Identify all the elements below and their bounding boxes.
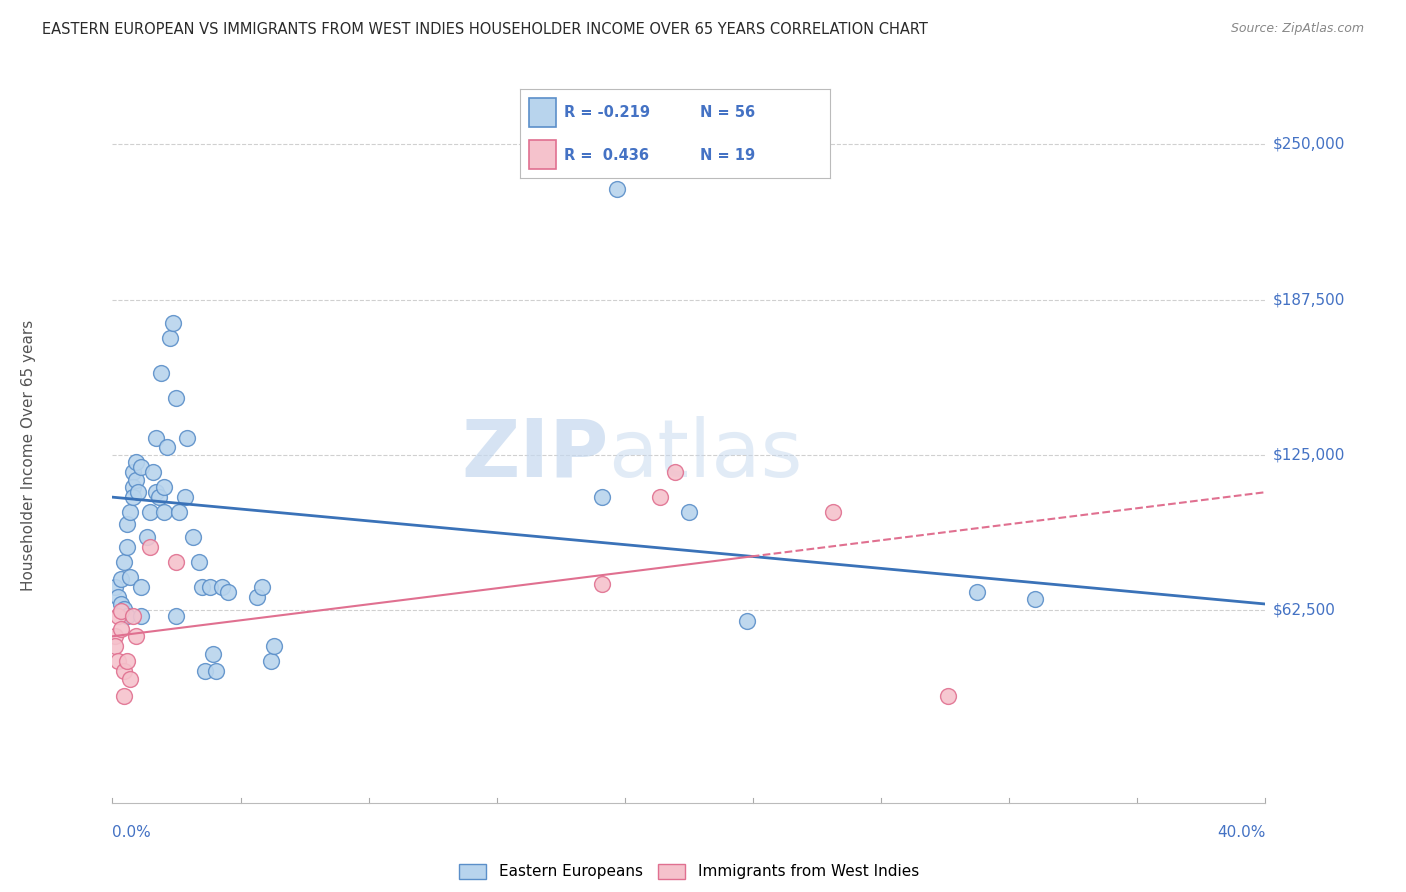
Legend: Eastern Europeans, Immigrants from West Indies: Eastern Europeans, Immigrants from West … bbox=[453, 857, 925, 886]
Text: EASTERN EUROPEAN VS IMMIGRANTS FROM WEST INDIES HOUSEHOLDER INCOME OVER 65 YEARS: EASTERN EUROPEAN VS IMMIGRANTS FROM WEST… bbox=[42, 22, 928, 37]
Point bbox=[188, 555, 211, 569]
Point bbox=[139, 540, 162, 554]
Point bbox=[252, 580, 274, 594]
Point bbox=[124, 629, 146, 643]
Text: Source: ZipAtlas.com: Source: ZipAtlas.com bbox=[1230, 22, 1364, 36]
Point bbox=[678, 505, 700, 519]
Text: R = -0.219: R = -0.219 bbox=[564, 105, 650, 120]
Point bbox=[217, 584, 239, 599]
Point bbox=[1024, 592, 1046, 607]
Point bbox=[115, 654, 138, 668]
Point bbox=[162, 316, 184, 330]
Text: $187,500: $187,500 bbox=[1272, 292, 1344, 307]
Point bbox=[118, 672, 141, 686]
Point bbox=[115, 540, 138, 554]
Point bbox=[121, 466, 143, 480]
Text: N = 56: N = 56 bbox=[700, 105, 755, 120]
Point bbox=[129, 580, 153, 594]
Point bbox=[176, 431, 198, 445]
Point bbox=[153, 480, 176, 494]
Point bbox=[107, 609, 129, 624]
Point bbox=[592, 490, 614, 504]
Point bbox=[107, 590, 129, 604]
Point bbox=[173, 490, 195, 504]
Point bbox=[735, 615, 758, 629]
Point bbox=[156, 441, 179, 455]
Point bbox=[104, 580, 127, 594]
Bar bbox=[530, 98, 555, 127]
Point bbox=[127, 485, 149, 500]
Point bbox=[606, 182, 628, 196]
Point bbox=[110, 622, 132, 636]
Point bbox=[129, 609, 153, 624]
Point bbox=[110, 572, 132, 586]
Text: Householder Income Over 65 years: Householder Income Over 65 years bbox=[21, 319, 35, 591]
Point bbox=[165, 391, 187, 405]
Point bbox=[165, 555, 187, 569]
Point bbox=[200, 580, 222, 594]
Point bbox=[194, 664, 217, 678]
Point bbox=[205, 664, 228, 678]
Point bbox=[112, 602, 135, 616]
Point bbox=[110, 597, 132, 611]
Point bbox=[124, 473, 146, 487]
Point bbox=[118, 505, 141, 519]
Text: N = 19: N = 19 bbox=[700, 148, 755, 162]
Point bbox=[202, 647, 225, 661]
Point bbox=[107, 654, 129, 668]
Text: atlas: atlas bbox=[609, 416, 803, 494]
Point bbox=[112, 664, 135, 678]
Point bbox=[191, 580, 214, 594]
Point bbox=[821, 505, 844, 519]
Point bbox=[104, 639, 127, 653]
Point bbox=[115, 517, 138, 532]
Point bbox=[648, 490, 672, 504]
Point bbox=[211, 580, 233, 594]
Point bbox=[165, 609, 187, 624]
Point bbox=[121, 490, 143, 504]
Text: ZIP: ZIP bbox=[461, 416, 609, 494]
Point bbox=[153, 505, 176, 519]
Point bbox=[121, 609, 143, 624]
Point bbox=[263, 639, 285, 653]
Point bbox=[148, 490, 170, 504]
Point bbox=[150, 366, 173, 380]
Text: R =  0.436: R = 0.436 bbox=[564, 148, 648, 162]
Point bbox=[159, 331, 181, 345]
Point bbox=[181, 530, 204, 544]
Point bbox=[142, 466, 165, 480]
Point bbox=[145, 485, 167, 500]
Point bbox=[966, 584, 988, 599]
Point bbox=[245, 590, 267, 604]
Bar bbox=[530, 140, 555, 169]
Text: $250,000: $250,000 bbox=[1272, 136, 1344, 152]
Point bbox=[936, 689, 959, 703]
Point bbox=[260, 654, 283, 668]
Point bbox=[124, 455, 146, 469]
Point bbox=[139, 505, 162, 519]
Point bbox=[118, 570, 141, 584]
Point bbox=[121, 480, 143, 494]
Point bbox=[115, 609, 138, 624]
Text: $62,500: $62,500 bbox=[1272, 603, 1336, 618]
Point bbox=[129, 460, 153, 475]
Point bbox=[592, 577, 614, 591]
Text: 40.0%: 40.0% bbox=[1218, 825, 1265, 840]
Point bbox=[104, 629, 127, 643]
Point bbox=[112, 555, 135, 569]
Point bbox=[110, 605, 132, 619]
Point bbox=[112, 689, 135, 703]
Point bbox=[664, 466, 686, 480]
Point bbox=[145, 431, 167, 445]
Text: $125,000: $125,000 bbox=[1272, 448, 1344, 462]
Point bbox=[167, 505, 190, 519]
Text: 0.0%: 0.0% bbox=[112, 825, 152, 840]
Point bbox=[136, 530, 159, 544]
